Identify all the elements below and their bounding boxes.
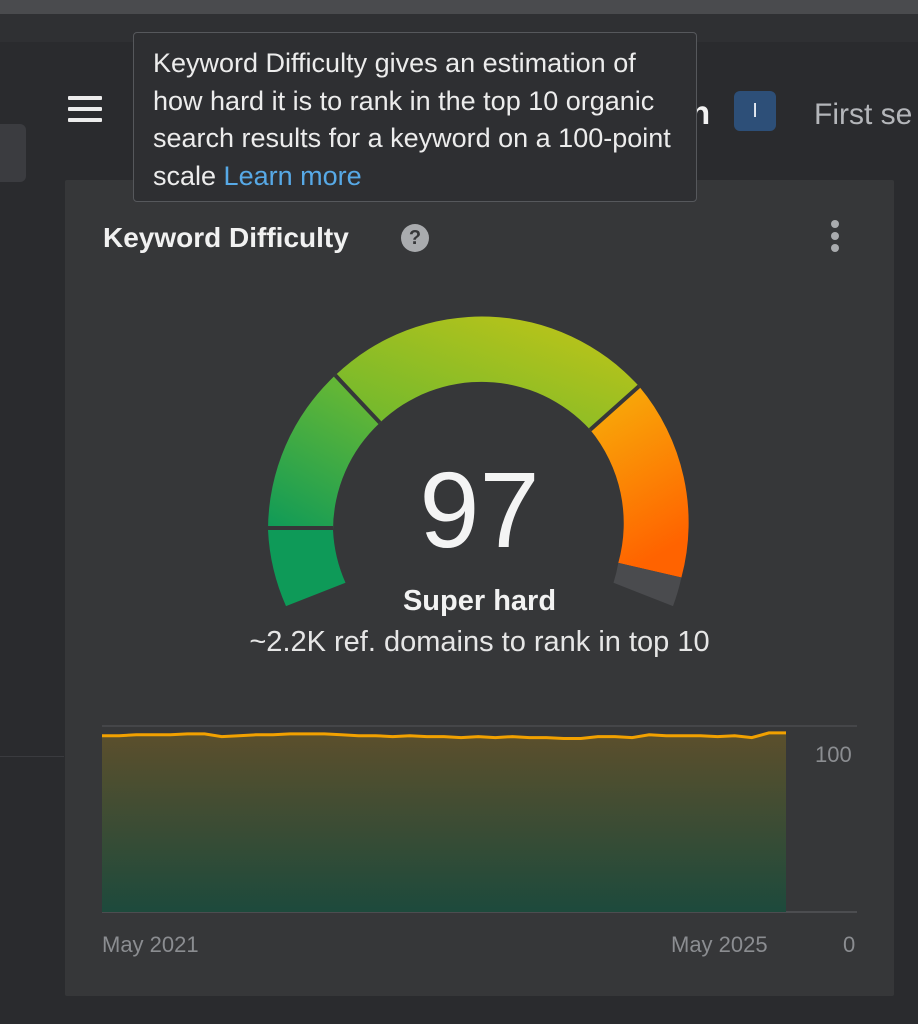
tooltip-text: Keyword Difficulty gives an estimation o… bbox=[153, 48, 671, 191]
x-tick-label: May 2021 bbox=[102, 932, 199, 957]
gauge-segment-easy bbox=[268, 530, 346, 607]
y-tick-label: 100 bbox=[815, 742, 852, 767]
gauge-segment-remaining bbox=[613, 562, 682, 607]
y-tick-label: 0 bbox=[843, 932, 856, 957]
difficulty-trend-chart bbox=[102, 725, 857, 913]
difficulty-score: 97 bbox=[419, 449, 540, 570]
x-tick-label: May 2025 bbox=[671, 932, 768, 957]
trend-line bbox=[102, 731, 786, 740]
keyword-difficulty-tooltip: Keyword Difficulty gives an estimation o… bbox=[133, 32, 697, 202]
gauge-segment-very-hard bbox=[590, 386, 689, 578]
ref-domains-estimate: ~2.2K ref. domains to rank in top 10 bbox=[249, 626, 710, 658]
background-first-text: First se bbox=[814, 98, 913, 131]
keyword-difficulty-card: Keyword Difficulty ? bbox=[65, 180, 894, 996]
left-panel-divider bbox=[0, 756, 64, 757]
hamburger-menu-icon[interactable] bbox=[68, 96, 102, 126]
window-top-strip bbox=[0, 0, 918, 14]
card-title: Keyword Difficulty bbox=[103, 222, 349, 253]
difficulty-level: Super hard bbox=[402, 585, 557, 617]
intent-badge[interactable]: I bbox=[734, 91, 776, 131]
left-panel-control[interactable] bbox=[0, 124, 26, 182]
kebab-menu-icon[interactable] bbox=[825, 220, 845, 256]
gauge-segment-hard bbox=[335, 316, 639, 430]
gauge-segment-medium bbox=[268, 375, 380, 530]
left-panel bbox=[0, 42, 64, 1024]
trend-area bbox=[102, 732, 786, 912]
question-circle-icon[interactable]: ? bbox=[401, 224, 429, 252]
learn-more-link[interactable]: Learn more bbox=[223, 160, 362, 191]
difficulty-gauge bbox=[268, 316, 689, 607]
